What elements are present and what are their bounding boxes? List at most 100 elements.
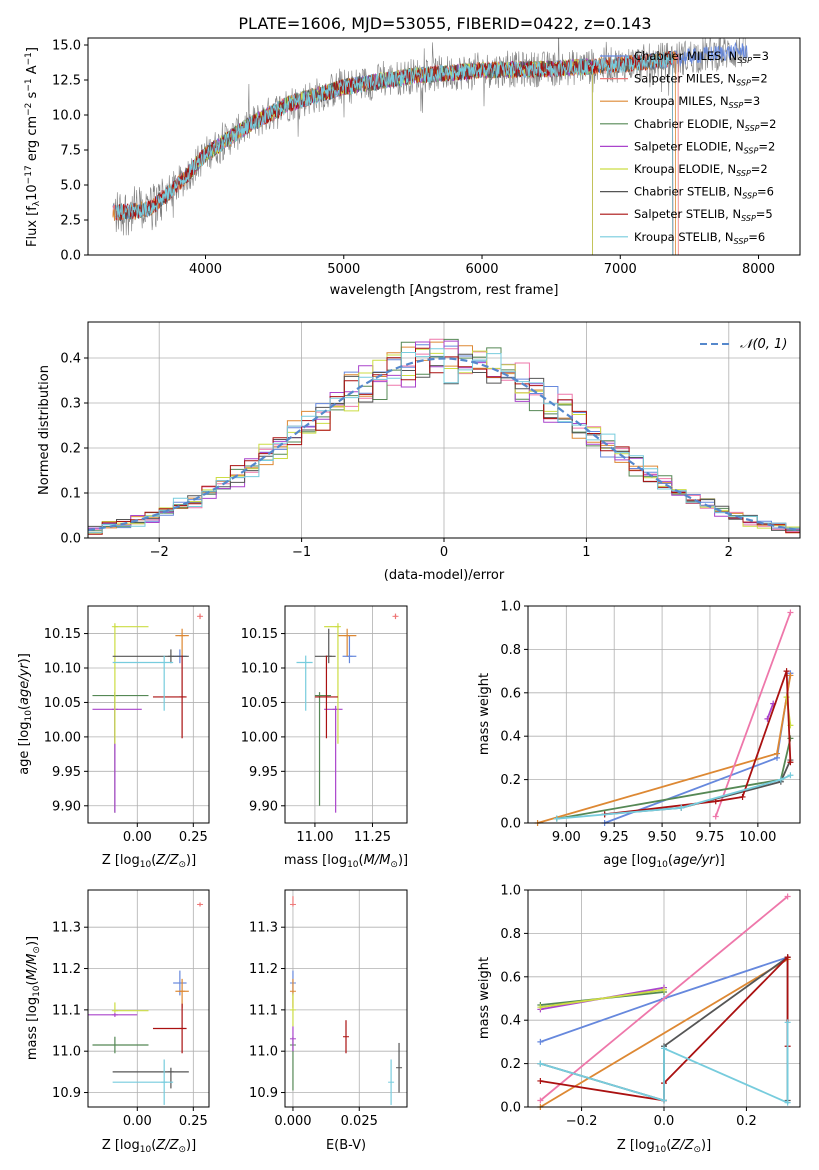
y-tick-label: 0.2 <box>60 442 81 457</box>
spectrum-model-line-4 <box>188 57 593 255</box>
legend-label-8: Kroupa STELIB, NSSP=6 <box>634 230 765 246</box>
x-tick-label: 9.00 <box>552 830 581 845</box>
legend-label-2: Kroupa MILES, NSSP=3 <box>634 94 760 110</box>
y-tick-label: 0.8 <box>500 643 521 658</box>
weight-marker-2-0 <box>537 1097 544 1104</box>
x-tick-label: 0.025 <box>341 1114 378 1129</box>
y-tick-label: 0.6 <box>500 970 521 985</box>
y-tick-label: 0.4 <box>500 730 521 745</box>
weight-marker-8-0 <box>537 1060 544 1067</box>
weight-marker-5-0 <box>783 694 790 701</box>
weight-marker-7-0 <box>537 1077 544 1084</box>
mass-vs-z-frame <box>87 889 210 1108</box>
y-tick-label: 10.0 <box>52 109 81 124</box>
age-vs-z-ylabel: age [log10(age/yr)] <box>17 653 34 775</box>
y-tick-label: 0.3 <box>60 397 81 412</box>
weight-marker-8-0 <box>553 815 560 822</box>
weight-vs-z-ylabel: mass weight <box>477 957 492 1039</box>
weight-vs-z-panel: −0.2 0.0 0.2 0.0 0.2 0.4 0.6 0.8 1.0 Z [log10(Z/… <box>477 884 801 1155</box>
x-tick-label: 0.00 <box>123 1114 152 1129</box>
y-tick-label: 10.05 <box>241 696 278 711</box>
y-tick-label: 9.90 <box>249 799 278 814</box>
x-tick-label: 0 <box>440 545 448 560</box>
y-tick-label: 0.4 <box>500 1014 521 1029</box>
x-tick-label: 0.00 <box>123 830 152 845</box>
weight-marker-8-3 <box>787 772 794 779</box>
y-tick-label: 0.1 <box>60 487 81 502</box>
x-tick-label: 0.25 <box>179 1114 208 1129</box>
weight-marker-7-3 <box>784 954 791 961</box>
y-tick-label: 10.9 <box>249 1086 278 1101</box>
weight-vs-age-panel: 9.00 9.25 9.50 9.75 10.000.00.20.40.60.81.0 … <box>477 600 801 870</box>
weight-marker-2-0 <box>712 813 719 820</box>
weight-vs-age-ylabel: mass weight <box>477 673 492 755</box>
weight-marker-5-0 <box>537 1004 544 1011</box>
y-tick-label: 10.15 <box>44 627 81 642</box>
y-tick-label: 0.0 <box>60 532 81 547</box>
y-tick-label: 10.00 <box>44 730 81 745</box>
y-tick-label: 10.10 <box>241 662 278 677</box>
y-tick-label: 1.0 <box>500 600 521 615</box>
y-tick-label: 0.2 <box>500 1057 521 1072</box>
x-tick-label: 0.25 <box>179 830 208 845</box>
spectrum-axes-frame <box>87 37 801 256</box>
y-tick-label: 2.5 <box>60 214 81 229</box>
y-tick-label: 1.0 <box>500 884 521 899</box>
weight-marker-7-1 <box>712 798 719 805</box>
x-tick-label: −2 <box>150 545 169 560</box>
weight-marker-8-2 <box>777 776 784 783</box>
y-tick-label: 10.9 <box>52 1086 81 1101</box>
legend-label-7: Salpeter STELIB, NSSP=5 <box>634 207 773 223</box>
y-tick-label: 11.0 <box>52 1045 81 1060</box>
weight-marker-8-3 <box>784 1099 791 1106</box>
residual-hist-8 <box>88 348 800 534</box>
mass-vs-z-xlabel: Z [log10(Z/Z⊙)] <box>102 1138 196 1155</box>
y-tick-label: 9.95 <box>52 765 81 780</box>
y-tick-label: 10.00 <box>241 730 278 745</box>
weight-vs-age-frame <box>527 605 801 824</box>
y-tick-label: 11.2 <box>249 962 278 977</box>
weight-vs-z-xlabel: Z [log10(Z/Z⊙)] <box>617 1138 711 1155</box>
x-tick-label: 0.000 <box>274 1114 311 1129</box>
weight-marker-2-1 <box>787 609 794 616</box>
mass-vs-z-ylabel: mass [log10(M/M⊙)] <box>25 936 42 1060</box>
weight-marker-8-1 <box>661 1097 667 1104</box>
x-tick-label: 9.75 <box>695 830 724 845</box>
y-tick-label: 10.05 <box>44 696 81 711</box>
x-tick-label: 8000 <box>742 262 775 277</box>
mass-vs-ebv-panel: 0.000 0.025 10.9 11.0 11.1 11.2 11.3 E(B-V) <box>249 889 408 1153</box>
age-vs-mass-xlabel: mass [log10(M/M⊙)] <box>284 853 408 870</box>
y-tick-label: 7.5 <box>60 144 81 159</box>
weight-marker-1-2 <box>787 672 794 679</box>
spectrum-panel: PLATE=1606, MJD=53055, FIBERID=0422, z=0… <box>24 14 801 298</box>
age-vs-z-xlabel: Z [log10(Z/Z⊙)] <box>102 853 196 870</box>
weight-marker-3-2 <box>787 735 794 742</box>
x-tick-label: 2 <box>725 545 733 560</box>
x-tick-label: 11.25 <box>354 830 391 845</box>
y-tick-label: 11.2 <box>52 962 81 977</box>
y-tick-label: 11.1 <box>249 1003 278 1018</box>
weight-marker-2-1 <box>784 893 791 900</box>
x-tick-label: 5000 <box>327 262 360 277</box>
x-tick-label: 1 <box>582 545 590 560</box>
y-tick-label: 11.3 <box>52 921 81 936</box>
mass-vs-ebv-xlabel: E(B-V) <box>326 1138 366 1153</box>
y-tick-label: 5.0 <box>60 179 81 194</box>
legend-label-3: Chabrier ELODIE, NSSP=2 <box>634 117 776 133</box>
x-tick-label: −1 <box>292 545 311 560</box>
age-vs-mass-frame <box>284 605 408 824</box>
weight-marker-7-4 <box>787 759 794 766</box>
weight-marker-8-2 <box>661 1045 667 1052</box>
y-tick-label: 12.5 <box>52 74 81 89</box>
residual-ylabel: Normed distribution <box>37 365 52 495</box>
spectrum-ylabel: Flux [fλ10−17 erg cm−2 s−1 A−1] <box>24 47 42 247</box>
weight-marker-5-1 <box>661 986 667 993</box>
residual-legend: 𝒩(0, 1) <box>700 337 787 352</box>
y-tick-label: 0.0 <box>60 249 81 264</box>
legend-label-6: Chabrier STELIB, NSSP=6 <box>634 185 774 201</box>
y-tick-label: 9.95 <box>249 765 278 780</box>
age-vs-mass-panel: 11.00 11.25 9.90 9.95 10.00 10.05 10.10 10.15 m… <box>241 605 408 870</box>
spectrum-title: PLATE=1606, MJD=53055, FIBERID=0422, z=0… <box>238 14 651 33</box>
y-tick-label: 11.1 <box>52 1003 81 1018</box>
